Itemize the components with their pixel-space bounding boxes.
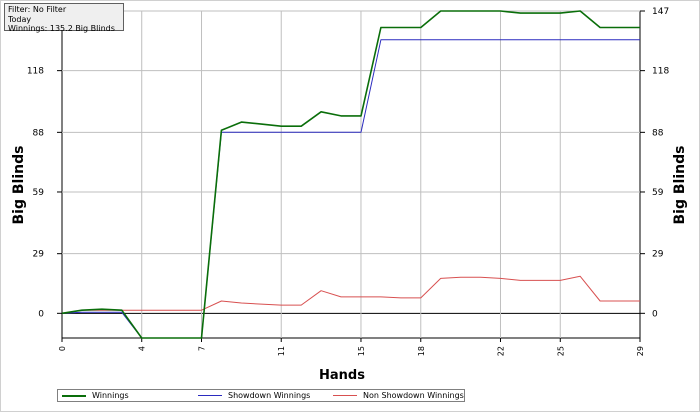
y-tick-label-right: 118 (652, 67, 669, 77)
x-tick-label: 15 (357, 346, 366, 356)
legend-swatch-winnings (62, 395, 86, 397)
legend-item-winnings[interactable]: Winnings (62, 390, 192, 401)
y-tick-label-right: 147 (652, 7, 669, 17)
x-tick-label: 25 (556, 346, 565, 356)
chart-legend: Winnings Showdown Winnings Non Showdown … (57, 389, 465, 402)
y-tick-label-right: 29 (652, 250, 664, 260)
y-tick-label-left: 29 (33, 250, 45, 260)
y-tick-label-right: 59 (652, 188, 664, 198)
x-tick-label: 7 (198, 346, 207, 351)
legend-label-showdown-winnings: Showdown Winnings (228, 391, 311, 400)
legend-label-non-showdown-winnings: Non Showdown Winnings (363, 391, 464, 400)
y-tick-label-right: 88 (652, 128, 664, 138)
legend-swatch-showdown-winnings (198, 395, 222, 396)
series-line-winnings (61, 10, 640, 339)
x-tick-label: 0 (58, 346, 67, 351)
y-tick-label-left: 0 (38, 309, 44, 319)
legend-swatch-non-showdown-winnings (333, 395, 357, 396)
x-axis-label: Hands (319, 368, 365, 383)
date-range-line: Today (8, 14, 32, 24)
filter-line: Filter: No Filter (8, 5, 67, 14)
y-axis-label-left: Big Blinds (11, 145, 27, 225)
y-tick-label-left: 59 (33, 188, 45, 198)
legend-item-non-showdown-winnings[interactable]: Non Showdown Winnings (333, 390, 464, 401)
series-line-non-showdown-winnings (61, 275, 640, 314)
plot-area (61, 10, 641, 339)
x-tick-label: 4 (138, 346, 147, 351)
filter-info-box: Filter: No Filter Today Winnings: 135.2 … (4, 3, 124, 33)
y-tick-label-left: 118 (27, 67, 44, 77)
y-axis-label-right: Big Blinds (672, 145, 688, 225)
y-tick-label-right: 0 (652, 309, 658, 319)
x-tick-label: 29 (636, 346, 645, 356)
legend-item-showdown-winnings[interactable]: Showdown Winnings (198, 390, 328, 401)
x-tick-label: 11 (277, 346, 286, 356)
winnings-total-line: Winnings: 135.2 Big Blinds (8, 24, 115, 33)
x-tick-label: 18 (417, 346, 426, 356)
x-tick-label: 22 (496, 346, 505, 356)
legend-label-winnings: Winnings (92, 391, 129, 400)
y-tick-label-left: 88 (33, 128, 45, 138)
